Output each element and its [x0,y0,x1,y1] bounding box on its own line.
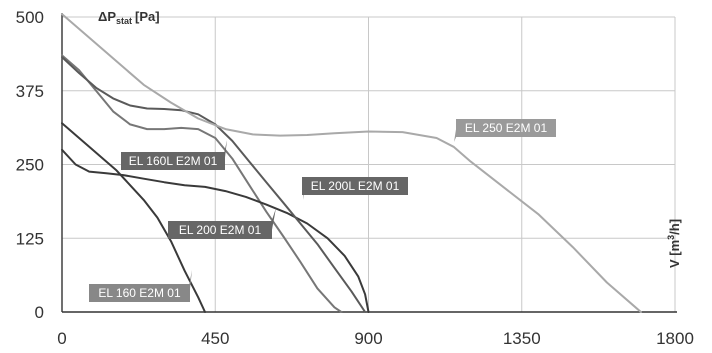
y-tick-label: 250 [16,156,44,175]
series-lines [61,13,642,313]
curve-labels: EL 160L E2M 01 EL 200L E2M 01 EL 250 E2M 0… [89,119,556,302]
curve-label-text: EL 200L E2M 01 [311,179,400,193]
curve-label-pointer [271,208,276,235]
curve-label-box [89,284,190,302]
y-tick-label: 500 [16,8,44,27]
curve-label: EL 160 E2M 01 [89,270,192,302]
curve-label-text: EL 200 E2M 01 [179,223,262,237]
series-line [61,13,642,313]
y-axis-title-sub: stat [116,16,132,26]
axes: 0 125 250 375 500 0 450 900 1350 1800 [16,8,694,348]
y-axis-title-main: ΔP [98,9,116,24]
curve-label: EL 250 E2M 01 [454,119,556,142]
series-line [61,148,370,313]
y-tick-label: 125 [16,229,44,248]
x-axis-title-unit: /h] [667,219,682,235]
curve-label: EL 160L E2M 01 [121,140,227,170]
y-tick-label: 375 [16,82,44,101]
x-axis-title-sup: 3 [666,235,676,240]
curve-label-box [302,177,408,195]
curve-label-box [121,152,225,170]
curve-label-text: EL 160L E2M 01 [129,154,218,168]
y-axis-title-unit: [Pa] [135,9,160,24]
curve-label: EL 200L E2M 01 [302,177,408,200]
x-tick-label: 0 [57,329,66,348]
series-line [61,122,206,313]
x-tick-label: 1350 [503,329,541,348]
curve-label-box [168,221,272,239]
curve-label: EL 200 E2M 01 [168,208,276,239]
curve-label-box [456,119,556,137]
x-tick-label: 450 [201,329,229,348]
curve-label-text: EL 250 E2M 01 [465,121,548,135]
y-axis-title: ΔPstat [Pa] [98,9,160,26]
x-axis-title: V [m3/h] [666,219,682,268]
x-tick-label: 1800 [656,329,694,348]
y-tick-label: 0 [35,303,44,322]
curve-label-text: EL 160 E2M 01 [98,286,181,300]
x-axis-title-main: V [m [667,240,682,268]
x-tick-label: 900 [354,329,382,348]
series-line [61,54,343,313]
